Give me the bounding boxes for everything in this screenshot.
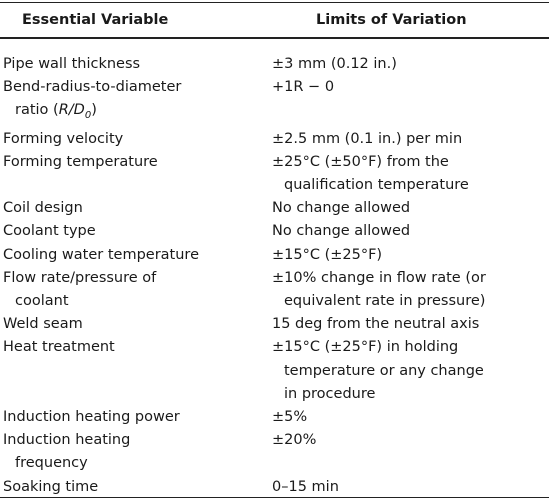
limit-cell: ±10% change in flow rate (or equivalent r…: [272, 267, 549, 313]
cell-line: Heat treatment: [3, 339, 115, 356]
limit-cell: ±2.5 mm (0.1 in.) per min: [272, 128, 549, 151]
limit-cell: ±15°C (±25°F) in holding temperature or a…: [272, 336, 549, 406]
cell-line: ±25°C (±50°F) from the: [272, 153, 449, 170]
variable-cell: Induction heating frequency: [0, 429, 272, 475]
table-row: Forming temperature ±25°C (±50°F) from th…: [0, 151, 549, 197]
variable-cell: Forming temperature: [0, 151, 272, 197]
cell-line: Coil design: [3, 200, 83, 217]
cell-line: Cooling water temperature: [3, 246, 199, 263]
cell-line: Flow rate/pressure of: [3, 269, 157, 286]
limit-cell: No change allowed: [272, 197, 549, 220]
bottom-rule: [0, 497, 549, 498]
subscript: 0: [84, 110, 92, 122]
limit-cell: ±25°C (±50°F) from the qualification temp…: [272, 151, 549, 197]
variable-cell: Soaking time: [0, 476, 272, 499]
limit-cell: 15 deg from the neutral axis: [272, 313, 549, 336]
variable-cell: Coil design: [0, 197, 272, 220]
cell-line: coolant: [15, 292, 69, 309]
header-cell: Essential Variable: [22, 12, 169, 28]
variable-cell: Induction heating power: [0, 406, 272, 429]
italic-text: R/D: [58, 102, 85, 119]
cell-line: ±5%: [272, 408, 308, 425]
table-row: Coil design No change allowed: [0, 197, 549, 220]
variable-cell: Weld seam: [0, 313, 272, 336]
variable-cell: Bend-radius-to-diameter ratio (R/D0): [0, 76, 272, 127]
cell-line: No change allowed: [272, 223, 411, 240]
table-row: Induction heating power ±5%: [0, 406, 549, 429]
cell-line: 0–15 min: [272, 478, 339, 495]
variable-cell: Forming velocity: [0, 128, 272, 151]
table-row: Weld seam 15 deg from the neutral axis: [0, 313, 549, 336]
cell-line: ±10% change in flow rate (or: [272, 269, 486, 286]
variable-cell: Coolant type: [0, 220, 272, 243]
cell-line: Induction heating: [3, 432, 131, 449]
cell-line: Soaking time: [3, 478, 99, 495]
table-row: Induction heating frequency ±20%: [0, 429, 549, 475]
cell-line: Coolant type: [3, 223, 96, 240]
text-part: ): [91, 102, 97, 119]
cell-line: 15 deg from the neutral axis: [272, 316, 480, 333]
cell-line: in procedure: [284, 385, 376, 402]
limit-cell: 0–15 min: [272, 476, 549, 499]
limit-cell: ±5%: [272, 406, 549, 429]
limit-cell: +1R − 0: [272, 76, 549, 127]
cell-line: Pipe wall thickness: [3, 56, 141, 72]
cell-line: Induction heating power: [3, 408, 180, 425]
limit-cell: ±20%: [272, 429, 549, 475]
cell-line: ±15°C (±25°F) in holding: [272, 339, 459, 356]
cell-line: frequency: [15, 455, 88, 472]
cell-line: No change allowed: [272, 200, 411, 217]
table-row: Coolant type No change allowed: [0, 220, 549, 243]
limit-cell: ±3 mm (0.12 in.): [272, 53, 549, 76]
cell-line: ±2.5 mm (0.1 in.) per min: [272, 130, 463, 147]
cell-line: equivalent rate in pressure): [284, 292, 486, 309]
table-row: Soaking time 0–15 min: [0, 476, 549, 499]
header-cell: Limits of Variation: [316, 12, 467, 28]
table-row: Pipe wall thickness ±3 mm (0.12 in.): [0, 53, 549, 76]
variable-cell: Cooling water temperature: [0, 244, 272, 267]
cell-line: ±15°C (±25°F): [272, 246, 383, 263]
cell-line: qualification temperature: [284, 176, 469, 193]
table-row: Forming velocity ±2.5 mm (0.1 in.) per mi…: [0, 128, 549, 151]
cell-line: ratio (R/D0): [3, 99, 272, 127]
limit-cell: ±15°C (±25°F): [272, 244, 549, 267]
cell-line: temperature or any change: [284, 362, 484, 379]
table-row: Cooling water temperature ±15°C (±25°F): [0, 244, 549, 267]
table-row: Bend-radius-to-diameter ratio (R/D0) +1R −…: [0, 76, 549, 127]
table-row: Heat treatment ±15°C (±25°F) in holding te…: [0, 336, 549, 406]
variable-cell: Flow rate/pressure of coolant: [0, 267, 272, 313]
cell-line: Forming velocity: [3, 130, 124, 147]
table-row: Flow rate/pressure of coolant ±10% change …: [0, 267, 549, 313]
cell-line: +1R − 0: [272, 79, 335, 96]
limit-cell: No change allowed: [272, 220, 549, 243]
variable-cell: Heat treatment: [0, 336, 272, 406]
text-part: ratio (: [15, 102, 59, 119]
cell-line: ±3 mm (0.12 in.): [272, 56, 397, 72]
cell-line: Bend-radius-to-diameter: [3, 79, 182, 96]
header-row: Essential Variable Limits of Variation: [0, 2, 549, 38]
cell-line: Weld seam: [3, 316, 83, 333]
cell-line: ±20%: [272, 432, 317, 449]
cell-line: Forming temperature: [3, 153, 158, 170]
variable-cell: Pipe wall thickness: [0, 53, 272, 76]
